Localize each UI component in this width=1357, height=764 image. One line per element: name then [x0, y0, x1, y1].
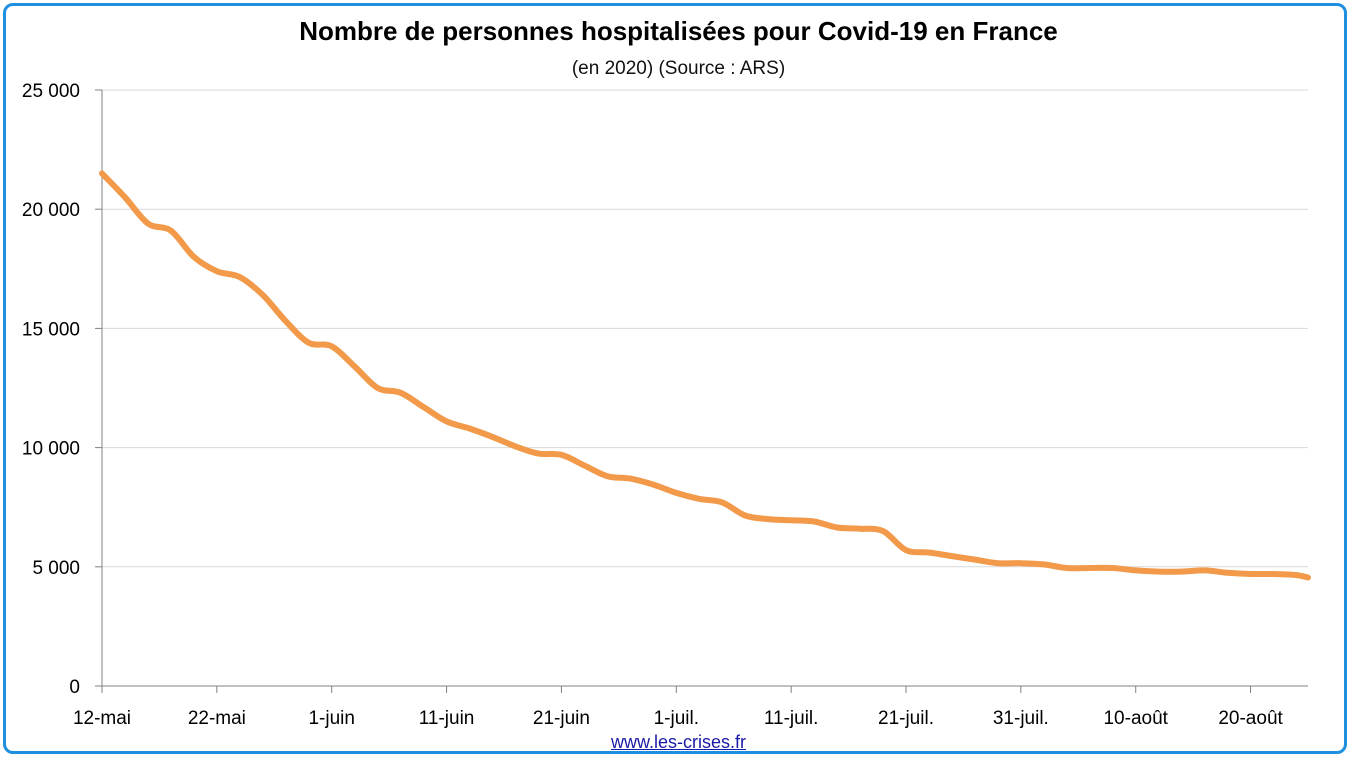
chart-frame — [3, 3, 1347, 754]
x-tick-labels: 12-mai 22-mai 1-juin 11-juin 21-juin 1-juil. 1… — [73, 708, 1284, 729]
x-tick-label: 21-juil. — [878, 708, 934, 729]
x-tick-label: 22-mai — [188, 708, 246, 729]
axes — [95, 89, 1308, 693]
y-tick-label: 5 000 — [32, 558, 80, 579]
y-tick-label: 0 — [69, 677, 80, 698]
y-tick-label: 10 000 — [22, 439, 80, 460]
y-tick-labels: 0 5 000 10 000 15 000 20 000 25 000 — [22, 81, 80, 698]
y-tick-label: 15 000 — [22, 319, 80, 340]
x-tick-label: 1-juin — [308, 708, 354, 729]
chart-subtitle: (en 2020) (Source : ARS) — [571, 58, 786, 79]
chart-title: Nombre de personnes hospitalisées pour C… — [299, 16, 1058, 46]
x-tick-label: 11-juin — [419, 708, 475, 729]
x-tick-label: 31-juil. — [993, 708, 1049, 729]
x-tick-label: 1-juil. — [654, 708, 699, 729]
grid-lines — [102, 89, 1308, 568]
x-tick-label: 11-juil. — [764, 708, 819, 729]
y-tick-label: 20 000 — [22, 200, 80, 221]
series-layer — [99, 170, 1311, 581]
x-tick-label: 21-juin — [533, 708, 590, 729]
series-line-0 — [99, 170, 1311, 581]
x-tick-label: 20-août — [1218, 708, 1283, 729]
x-tick-label: 12-mai — [73, 708, 131, 729]
x-tick-label: 10-août — [1103, 708, 1168, 729]
y-tick-label: 25 000 — [22, 81, 80, 102]
source-link[interactable]: www.les-crises.fr — [610, 732, 746, 752]
